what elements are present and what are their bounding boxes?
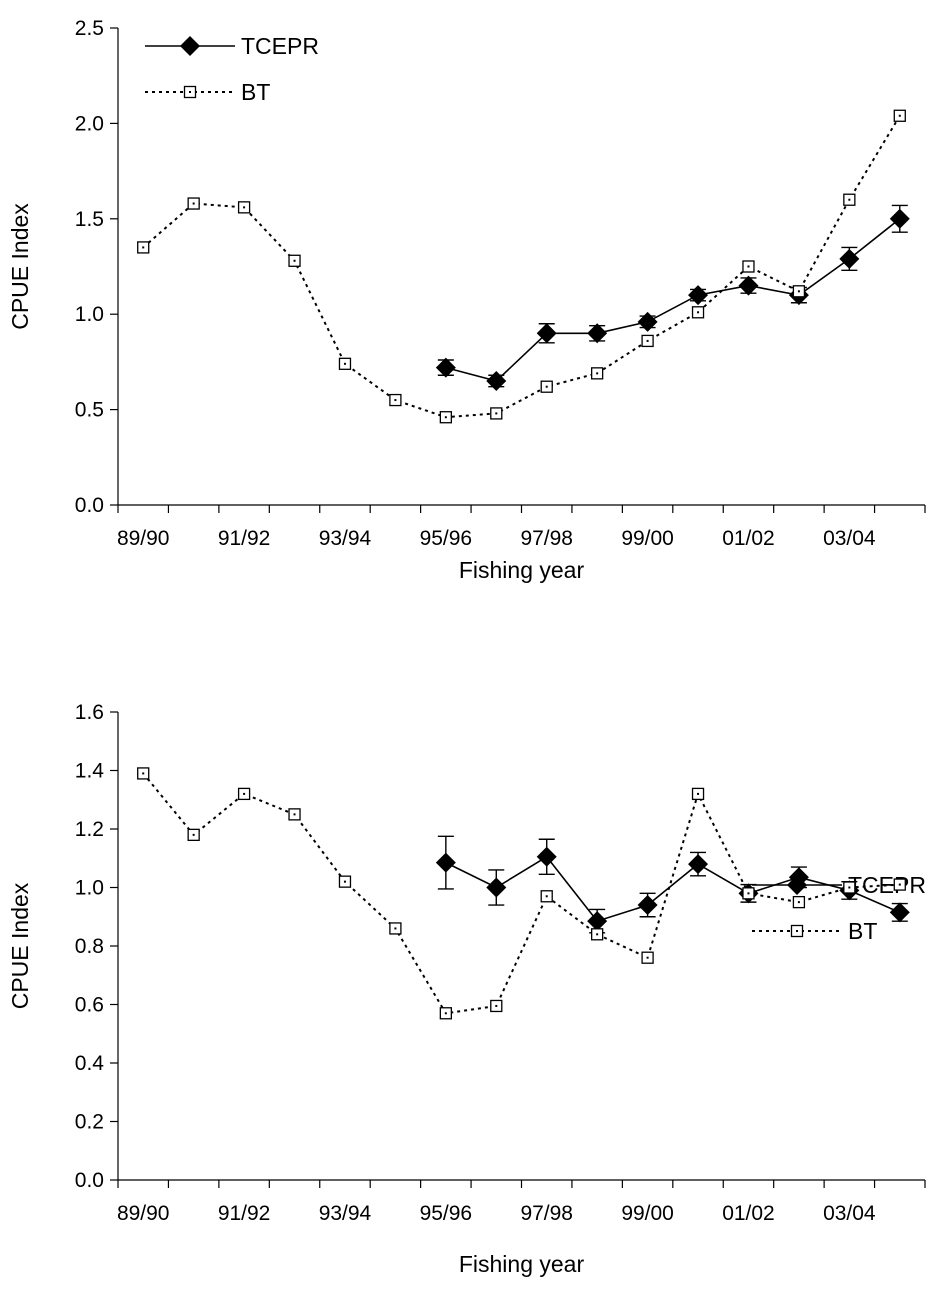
legend-marker-dot (189, 91, 191, 93)
data-point-dot (797, 901, 800, 904)
x-tick-label: 03/04 (823, 527, 876, 550)
data-point-tcepr (637, 895, 658, 916)
data-point-dot (545, 895, 548, 898)
data-point-dot (898, 114, 901, 117)
chart-bottom: 0.0 0.2 0.4 0.6 0.8 1.0 1.2 1.4 1.6 89/90 91/92 93/… (7, 701, 926, 1277)
data-point-dot (596, 372, 599, 375)
data-point-dot (495, 1004, 498, 1007)
data-point-dot (545, 385, 548, 388)
series-line-tcepr (445, 855, 901, 923)
data-point-tcepr (536, 846, 557, 867)
y-tick-label: 0.8 (75, 935, 104, 958)
data-point-tcepr (688, 854, 709, 875)
x-tick-label: 91/92 (218, 1202, 271, 1225)
data-point-dot (142, 772, 145, 775)
y-tick-label: 0.4 (75, 1052, 105, 1075)
y-tick-label: 2.0 (75, 112, 104, 135)
data-point-dot (192, 833, 195, 836)
chart-top: 0.0 0.5 1.0 1.5 2.0 2.5 89/90 91/92 93/94 95/96 97… (7, 17, 926, 583)
data-point-dot (142, 246, 145, 249)
legend-marker-tcepr (180, 36, 200, 56)
data-point-tcepr (536, 323, 557, 344)
x-tick-label: 91/92 (218, 527, 271, 550)
data-point-dot (797, 290, 800, 293)
data-point-dot (343, 362, 346, 365)
data-point-tcepr (435, 852, 456, 873)
data-point-tcepr (486, 370, 507, 391)
data-point-dot (596, 933, 599, 936)
y-tick-label: 0.0 (75, 494, 104, 517)
data-point-dot (848, 198, 851, 201)
data-point-tcepr (688, 285, 709, 306)
y-tick-label: 2.5 (75, 17, 104, 40)
x-tick-label: 99/00 (621, 1202, 674, 1225)
data-point-dot (192, 202, 195, 205)
legend-label-bt: BT (848, 918, 877, 944)
x-tick-label: 93/94 (319, 527, 372, 550)
y-tick-label: 1.0 (75, 303, 104, 326)
y-axis-title: CPUE Index (7, 203, 33, 330)
x-tick-label: 95/96 (420, 1202, 473, 1225)
data-point-tcepr (637, 311, 658, 332)
x-tick-label: 93/94 (319, 1202, 372, 1225)
data-point-dot (444, 416, 447, 419)
data-point-dot (697, 792, 700, 795)
data-point-tcepr (587, 323, 608, 344)
y-tick-label: 0.0 (75, 1169, 104, 1192)
data-point-dot (646, 956, 649, 959)
series-line-tcepr (445, 218, 901, 382)
data-point-tcepr (587, 911, 608, 932)
x-tick-label: 97/98 (520, 1202, 573, 1225)
data-point-dot (343, 880, 346, 883)
y-tick-label: 0.6 (75, 994, 104, 1017)
data-point-dot (646, 339, 649, 342)
y-tick-label: 0.2 (75, 1111, 104, 1134)
data-point-dot (898, 883, 901, 886)
data-point-tcepr (486, 877, 507, 898)
y-tick-label: 1.5 (75, 208, 104, 231)
legend-marker-tcepr (787, 875, 807, 895)
legend-marker-dot (796, 930, 798, 932)
x-tick-label: 01/02 (722, 1202, 775, 1225)
x-tick-label: 03/04 (823, 1202, 876, 1225)
x-axis-title: Fishing year (459, 1251, 585, 1277)
data-point-dot (243, 206, 246, 209)
data-point-dot (747, 265, 750, 268)
data-point-tcepr (889, 902, 910, 923)
data-point-dot (394, 399, 397, 402)
y-tick-label: 0.5 (75, 399, 104, 422)
y-axis-title: CPUE Index (7, 882, 33, 1009)
y-tick-label: 1.0 (75, 877, 104, 900)
data-point-dot (495, 412, 498, 415)
data-point-dot (293, 813, 296, 816)
series-line-bt (142, 115, 901, 419)
data-point-dot (394, 927, 397, 930)
legend-label-tcepr: TCEPR (241, 33, 319, 59)
data-point-tcepr (889, 208, 910, 229)
data-point-dot (243, 792, 246, 795)
y-tick-label: 1.6 (75, 701, 104, 724)
x-tick-label: 95/96 (420, 527, 473, 550)
legend-label-tcepr: TCEPR (848, 872, 926, 898)
data-point-tcepr (435, 357, 456, 378)
x-tick-label: 99/00 (621, 527, 674, 550)
x-tick-label: 01/02 (722, 527, 775, 550)
data-point-dot (848, 886, 851, 889)
data-point-dot (293, 259, 296, 262)
series-line-bt (142, 772, 900, 1015)
x-tick-label: 89/90 (117, 527, 170, 550)
data-point-dot (747, 892, 750, 895)
data-point-tcepr (738, 275, 759, 296)
legend-label-bt: BT (241, 79, 270, 105)
x-tick-label: 97/98 (520, 527, 573, 550)
data-point-dot (697, 311, 700, 314)
y-tick-label: 1.4 (75, 760, 105, 783)
x-tick-label: 89/90 (117, 1202, 170, 1225)
data-point-tcepr (839, 248, 860, 269)
data-point-dot (444, 1012, 447, 1015)
x-axis-title: Fishing year (459, 557, 585, 583)
y-tick-label: 1.2 (75, 818, 104, 841)
